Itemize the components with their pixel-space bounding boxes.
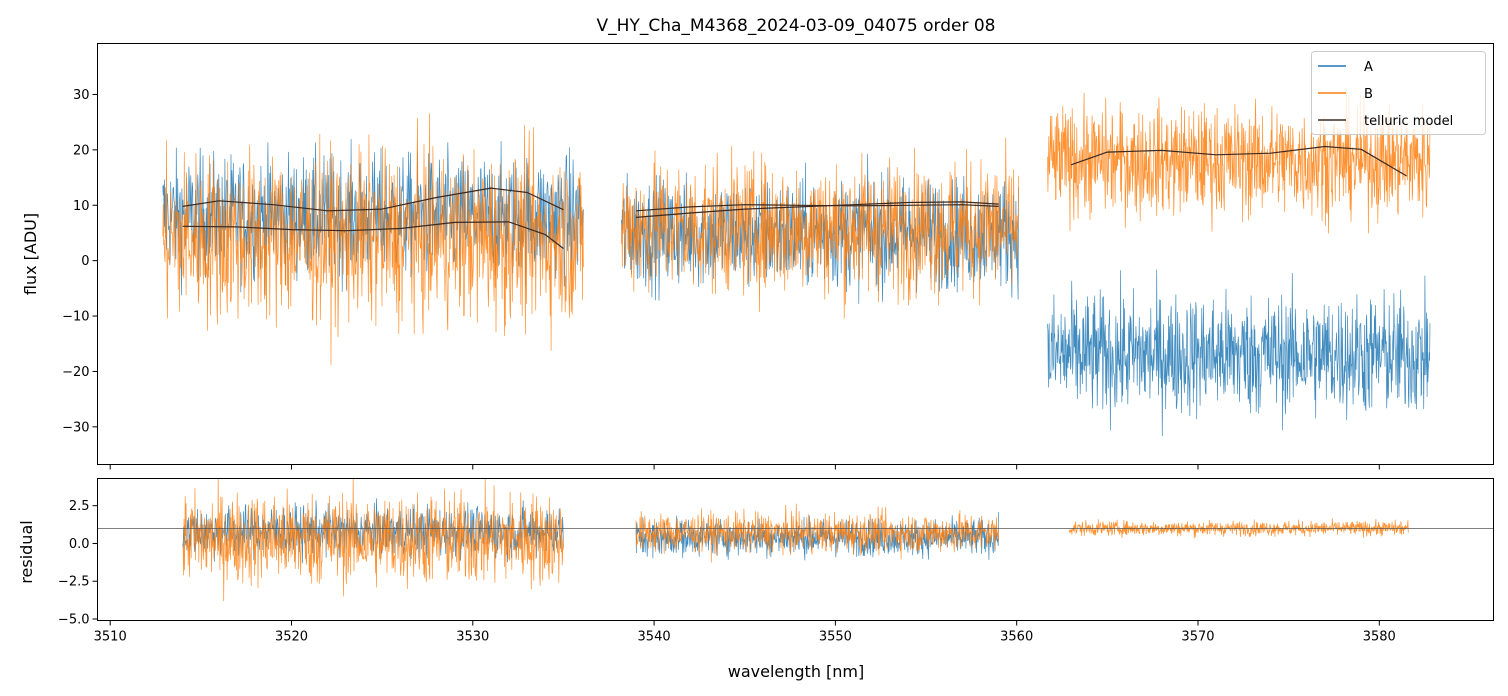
xtick-label: 3560 bbox=[1000, 630, 1033, 645]
legend-label-model: telluric model bbox=[1364, 114, 1453, 129]
flux-panel: −30 −20 −10 0 10 20 30 flux [ADU] A B telluric… bbox=[21, 43, 1494, 470]
residual-ytick-label: −5.0 bbox=[58, 612, 90, 627]
flux-ytick-label: 10 bbox=[73, 199, 90, 214]
xtick-label: 3570 bbox=[1181, 630, 1214, 645]
flux-ytick-label: −30 bbox=[62, 420, 89, 435]
xtick-label: 3520 bbox=[275, 630, 308, 645]
xtick-label: 3510 bbox=[94, 630, 127, 645]
x-axis-label: wavelength [nm] bbox=[728, 662, 865, 681]
legend: A B telluric model bbox=[1311, 51, 1486, 135]
xtick-label: 3550 bbox=[819, 630, 852, 645]
telluric-model-curve-5 bbox=[1070, 145, 1407, 177]
legend-label-b: B bbox=[1364, 87, 1373, 102]
chart-title: V_HY_Cha_M4368_2024-03-09_04075 order 08 bbox=[597, 16, 996, 36]
flux-series-a-segment-1 bbox=[162, 139, 584, 296]
legend-box bbox=[1311, 51, 1486, 135]
flux-ytick-label: 30 bbox=[73, 88, 90, 103]
legend-label-a: A bbox=[1364, 60, 1373, 75]
residual-y-axis-label: residual bbox=[17, 520, 36, 583]
flux-ytick-label: −20 bbox=[62, 365, 89, 380]
flux-y-axis-label: flux [ADU] bbox=[21, 213, 40, 295]
residual-ytick-label: −2.5 bbox=[58, 575, 90, 590]
residual-axes-frame bbox=[97, 478, 1494, 621]
xtick-label: 3530 bbox=[456, 630, 489, 645]
telluric-model-curve-1 bbox=[182, 187, 564, 212]
flux-ytick-label: −10 bbox=[62, 310, 89, 325]
residual-ytick-label: 0.0 bbox=[69, 537, 90, 552]
residual-series-b-segment-2 bbox=[635, 503, 999, 563]
residual-panel: −5.0 −2.5 0.0 2.5 3510 3520 3530 3540 3550 3560 3… bbox=[17, 478, 1494, 645]
residual-series-b-segment-1 bbox=[182, 478, 564, 602]
flux-ytick-label: 0 bbox=[81, 254, 89, 269]
flux-axes-frame bbox=[97, 43, 1494, 465]
flux-series-b-segment-2 bbox=[621, 137, 1019, 319]
flux-series-b-segment-1 bbox=[162, 113, 584, 366]
flux-series-a-segment-3 bbox=[1047, 269, 1431, 437]
telluric-model-curve-2 bbox=[182, 221, 564, 249]
residual-ytick-label: 2.5 bbox=[69, 499, 90, 514]
xtick-label: 3580 bbox=[1363, 630, 1396, 645]
flux-series-b-segment-3 bbox=[1047, 87, 1431, 234]
xtick-label: 3540 bbox=[638, 630, 671, 645]
telluric-model-curve-4 bbox=[635, 201, 999, 218]
flux-ytick-label: 20 bbox=[73, 143, 90, 158]
